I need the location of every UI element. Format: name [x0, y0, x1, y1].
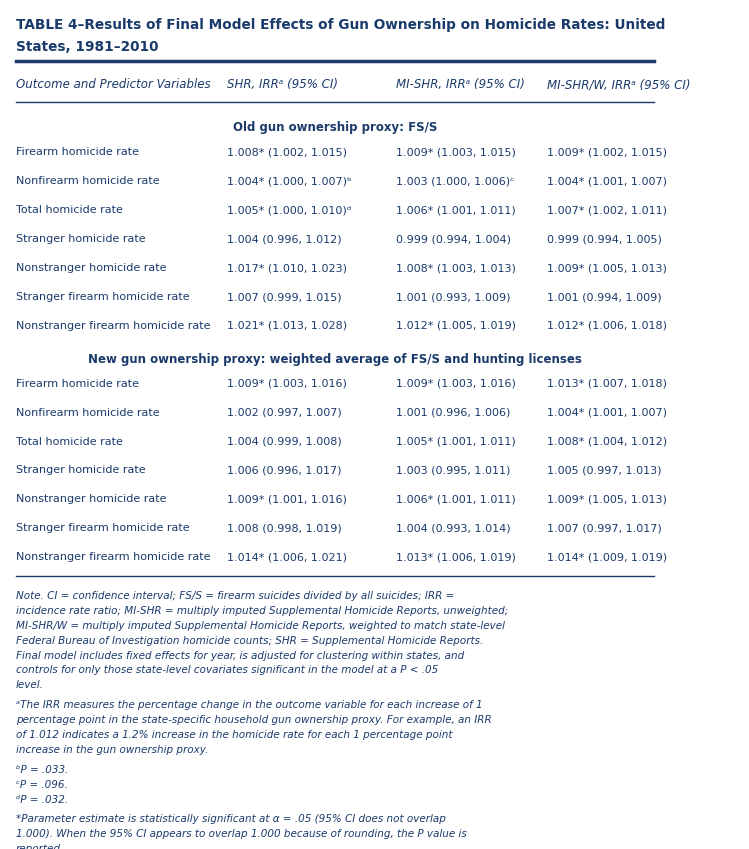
Text: ᵃThe IRR measures the percentage change in the outcome variable for each increas: ᵃThe IRR measures the percentage change … [16, 700, 482, 710]
Text: 1.004 (0.996, 1.012): 1.004 (0.996, 1.012) [227, 234, 342, 245]
Text: 1.003 (0.995, 1.011): 1.003 (0.995, 1.011) [395, 465, 510, 475]
Text: 1.009* (1.005, 1.013): 1.009* (1.005, 1.013) [547, 263, 667, 273]
Text: Old gun ownership proxy: FS/S: Old gun ownership proxy: FS/S [233, 121, 437, 134]
Text: 1.008* (1.004, 1.012): 1.008* (1.004, 1.012) [547, 436, 667, 447]
Text: Note. CI = confidence interval; FS/S = firearm suicides divided by all suicides;: Note. CI = confidence interval; FS/S = f… [16, 591, 455, 601]
Text: Stranger homicide rate: Stranger homicide rate [16, 465, 145, 475]
Text: ᵈP = .032.: ᵈP = .032. [16, 795, 68, 805]
Text: 1.000). When the 95% CI appears to overlap 1.000 because of rounding, the P valu: 1.000). When the 95% CI appears to overl… [16, 829, 467, 840]
Text: controls for only those state-level covariates significant in the model at a P <: controls for only those state-level cova… [16, 666, 438, 676]
Text: level.: level. [16, 680, 44, 690]
Text: 0.999 (0.994, 1.004): 0.999 (0.994, 1.004) [395, 234, 511, 245]
Text: Stranger homicide rate: Stranger homicide rate [16, 234, 145, 245]
Text: 1.001 (0.994, 1.009): 1.001 (0.994, 1.009) [547, 292, 661, 302]
Text: Nonstranger homicide rate: Nonstranger homicide rate [16, 494, 166, 504]
Text: 1.017* (1.010, 1.023): 1.017* (1.010, 1.023) [227, 263, 347, 273]
Text: 1.009* (1.001, 1.016): 1.009* (1.001, 1.016) [227, 494, 347, 504]
Text: Firearm homicide rate: Firearm homicide rate [16, 379, 139, 389]
Text: 1.009* (1.003, 1.016): 1.009* (1.003, 1.016) [227, 379, 347, 389]
Text: Stranger firearm homicide rate: Stranger firearm homicide rate [16, 523, 189, 533]
Text: 1.005* (1.000, 1.010)ᵈ: 1.005* (1.000, 1.010)ᵈ [227, 205, 351, 216]
Text: 1.007 (0.999, 1.015): 1.007 (0.999, 1.015) [227, 292, 342, 302]
Text: States, 1981–2010: States, 1981–2010 [16, 40, 159, 53]
Text: percentage point in the state-specific household gun ownership proxy. For exampl: percentage point in the state-specific h… [16, 715, 492, 725]
Text: Firearm homicide rate: Firearm homicide rate [16, 148, 139, 157]
Text: Nonstranger firearm homicide rate: Nonstranger firearm homicide rate [16, 321, 210, 331]
Text: Nonstranger firearm homicide rate: Nonstranger firearm homicide rate [16, 552, 210, 562]
Text: 1.006* (1.001, 1.011): 1.006* (1.001, 1.011) [395, 205, 515, 216]
Text: 1.004 (0.993, 1.014): 1.004 (0.993, 1.014) [395, 523, 510, 533]
Text: 0.999 (0.994, 1.005): 0.999 (0.994, 1.005) [547, 234, 662, 245]
Text: 1.012* (1.005, 1.019): 1.012* (1.005, 1.019) [395, 321, 516, 331]
Text: New gun ownership proxy: weighted average of FS/S and hunting licenses: New gun ownership proxy: weighted averag… [88, 352, 582, 366]
Text: ᵇP = .033.: ᵇP = .033. [16, 765, 68, 775]
Text: 1.005* (1.001, 1.011): 1.005* (1.001, 1.011) [395, 436, 515, 447]
Text: 1.009* (1.002, 1.015): 1.009* (1.002, 1.015) [547, 148, 667, 157]
Text: Nonfirearm homicide rate: Nonfirearm homicide rate [16, 177, 160, 187]
Text: Federal Bureau of Investigation homicide counts; SHR = Supplemental Homicide Rep: Federal Bureau of Investigation homicide… [16, 636, 483, 645]
Text: 1.004* (1.000, 1.007)ᵇ: 1.004* (1.000, 1.007)ᵇ [227, 177, 351, 187]
Text: 1.004* (1.001, 1.007): 1.004* (1.001, 1.007) [547, 177, 667, 187]
Text: increase in the gun ownership proxy.: increase in the gun ownership proxy. [16, 745, 208, 755]
Text: ᶜP = .096.: ᶜP = .096. [16, 779, 67, 790]
Text: 1.012* (1.006, 1.018): 1.012* (1.006, 1.018) [547, 321, 667, 331]
Text: 1.014* (1.006, 1.021): 1.014* (1.006, 1.021) [227, 552, 347, 562]
Text: reported.: reported. [16, 844, 64, 849]
Text: 1.009* (1.005, 1.013): 1.009* (1.005, 1.013) [547, 494, 667, 504]
Text: *Parameter estimate is statistically significant at α = .05 (95% CI does not ove: *Parameter estimate is statistically sig… [16, 814, 446, 824]
Text: 1.013* (1.007, 1.018): 1.013* (1.007, 1.018) [547, 379, 667, 389]
Text: 1.002 (0.997, 1.007): 1.002 (0.997, 1.007) [227, 408, 342, 418]
Text: TABLE 4–Results of Final Model Effects of Gun Ownership on Homicide Rates: Unite: TABLE 4–Results of Final Model Effects o… [16, 19, 665, 32]
Text: 1.007* (1.002, 1.011): 1.007* (1.002, 1.011) [547, 205, 667, 216]
Text: Nonfirearm homicide rate: Nonfirearm homicide rate [16, 408, 160, 418]
Text: 1.005 (0.997, 1.013): 1.005 (0.997, 1.013) [547, 465, 661, 475]
Text: Total homicide rate: Total homicide rate [16, 205, 123, 216]
Text: Stranger firearm homicide rate: Stranger firearm homicide rate [16, 292, 189, 302]
Text: 1.004* (1.001, 1.007): 1.004* (1.001, 1.007) [547, 408, 667, 418]
Text: 1.007 (0.997, 1.017): 1.007 (0.997, 1.017) [547, 523, 661, 533]
Text: 1.001 (0.996, 1.006): 1.001 (0.996, 1.006) [395, 408, 510, 418]
Text: SHR, IRRᵃ (95% CI): SHR, IRRᵃ (95% CI) [227, 78, 338, 91]
Text: 1.004 (0.999, 1.008): 1.004 (0.999, 1.008) [227, 436, 342, 447]
Text: 1.003 (1.000, 1.006)ᶜ: 1.003 (1.000, 1.006)ᶜ [395, 177, 514, 187]
Text: 1.008* (1.003, 1.013): 1.008* (1.003, 1.013) [395, 263, 515, 273]
Text: 1.009* (1.003, 1.016): 1.009* (1.003, 1.016) [395, 379, 515, 389]
Text: 1.006* (1.001, 1.011): 1.006* (1.001, 1.011) [395, 494, 515, 504]
Text: Total homicide rate: Total homicide rate [16, 436, 123, 447]
Text: MI-SHR/W, IRRᵃ (95% CI): MI-SHR/W, IRRᵃ (95% CI) [547, 78, 691, 91]
Text: Final model includes fixed effects for year, is adjusted for clustering within s: Final model includes fixed effects for y… [16, 650, 464, 661]
Text: MI-SHR, IRRᵃ (95% CI): MI-SHR, IRRᵃ (95% CI) [395, 78, 524, 91]
Text: 1.008 (0.998, 1.019): 1.008 (0.998, 1.019) [227, 523, 342, 533]
Text: 1.008* (1.002, 1.015): 1.008* (1.002, 1.015) [227, 148, 347, 157]
Text: 1.009* (1.003, 1.015): 1.009* (1.003, 1.015) [395, 148, 515, 157]
Text: Outcome and Predictor Variables: Outcome and Predictor Variables [16, 78, 210, 91]
Text: 1.013* (1.006, 1.019): 1.013* (1.006, 1.019) [395, 552, 515, 562]
Text: of 1.012 indicates a 1.2% increase in the homicide rate for each 1 percentage po: of 1.012 indicates a 1.2% increase in th… [16, 730, 452, 740]
Text: Nonstranger homicide rate: Nonstranger homicide rate [16, 263, 166, 273]
Text: MI-SHR/W = multiply imputed Supplemental Homicide Reports, weighted to match sta: MI-SHR/W = multiply imputed Supplemental… [16, 621, 505, 631]
Text: incidence rate ratio; MI-SHR = multiply imputed Supplemental Homicide Reports, u: incidence rate ratio; MI-SHR = multiply … [16, 605, 509, 616]
Text: 1.014* (1.009, 1.019): 1.014* (1.009, 1.019) [547, 552, 667, 562]
Text: 1.001 (0.993, 1.009): 1.001 (0.993, 1.009) [395, 292, 510, 302]
Text: 1.021* (1.013, 1.028): 1.021* (1.013, 1.028) [227, 321, 347, 331]
Text: 1.006 (0.996, 1.017): 1.006 (0.996, 1.017) [227, 465, 342, 475]
